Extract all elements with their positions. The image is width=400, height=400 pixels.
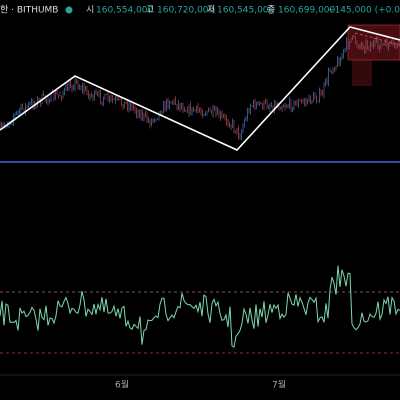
value: 160,554,000 <box>96 6 154 16</box>
label: 시 <box>86 5 94 16</box>
symbol: 한 · BITHUMB <box>0 5 58 16</box>
x-label: 6월 <box>115 379 129 391</box>
zigzag-line <box>0 26 400 151</box>
x-label: 7월 <box>272 379 286 391</box>
value: 160,545,000 <box>217 6 275 16</box>
label: 종 <box>267 5 275 16</box>
target-line <box>354 32 400 46</box>
value: 160,699,000 <box>278 6 336 16</box>
status-dot <box>65 6 73 14</box>
header: 한 · BITHUMB 시 160,554,000 고 160,720,000 … <box>0 5 400 16</box>
price-pane <box>0 34 400 141</box>
position-box <box>347 24 400 61</box>
label: 저 <box>207 5 215 16</box>
change: +145,000 (+0.09%) <box>327 6 400 16</box>
value: 160,720,000 <box>157 6 215 16</box>
rsi-line <box>0 265 400 348</box>
position-box <box>352 60 372 86</box>
label: 고 <box>146 6 154 16</box>
